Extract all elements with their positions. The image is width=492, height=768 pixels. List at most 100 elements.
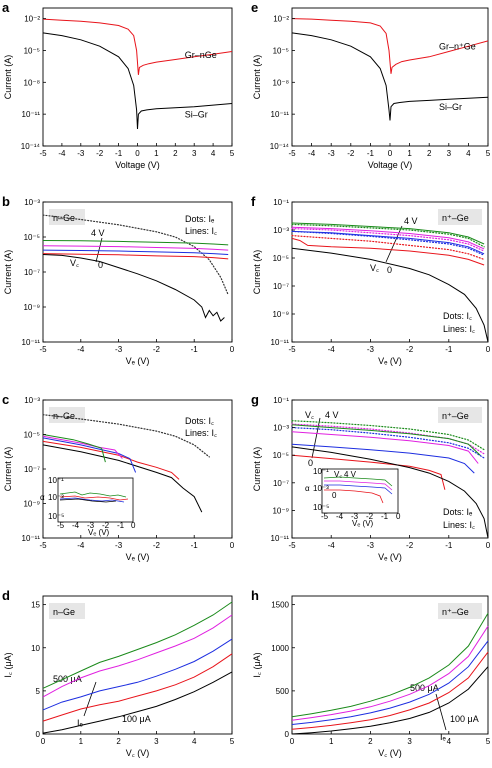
panel-f-ytick-label-3: 10⁻⁵ bbox=[273, 254, 289, 263]
panel-h-series-4 bbox=[291, 666, 489, 735]
panel-f-ytick-label-2: 10⁻⁷ bbox=[273, 282, 289, 291]
panel-f-ylabel: Current (A) bbox=[252, 250, 262, 295]
panel-a-ylabel: Current (A) bbox=[3, 55, 13, 100]
panel-d-ie-arrow bbox=[83, 681, 97, 717]
panel-f-series-8 bbox=[291, 247, 489, 343]
panel-f-ytick-label-4: 10⁻³ bbox=[273, 226, 289, 235]
panel-h-xtick-label-4: 4 bbox=[447, 737, 452, 746]
panel-g-series-0 bbox=[291, 420, 485, 451]
panel-label-d: d bbox=[2, 588, 10, 603]
panel-label-e: e bbox=[251, 0, 258, 15]
panel-a-xtick-label-10: 5 bbox=[230, 149, 235, 158]
panel-d-xlabel: V꜀ (V) bbox=[126, 748, 150, 758]
panel-f-xtick-label-5: 0 bbox=[486, 345, 491, 354]
panel-c-xtick-label-4: -1 bbox=[191, 541, 199, 550]
panel-b-series-3 bbox=[42, 249, 229, 255]
panel-h-ie-arrow bbox=[435, 693, 447, 731]
panel-f-xtick-label-1: -4 bbox=[328, 345, 336, 354]
panel-c-xtick-label-5: 0 bbox=[230, 541, 235, 550]
panel-h-xtick-label-1: 1 bbox=[329, 737, 334, 746]
panel-d-ytick-label-2: 10 bbox=[31, 644, 40, 653]
panel-b-xtick-label-4: -1 bbox=[191, 345, 199, 354]
panel-g-inset-ylabel: α bbox=[305, 484, 310, 493]
panel-b-vc-arrow bbox=[95, 237, 103, 263]
panel-b-xtick-label-3: -2 bbox=[153, 345, 161, 354]
panel-b-annotations: n–Ge Dots: Iₑ Lines: I꜀ 4 V V꜀ 0 bbox=[49, 209, 217, 270]
panel-label-h: h bbox=[251, 588, 259, 603]
panel-g-inset-ytick-2: 10⁻⁵ bbox=[313, 503, 329, 512]
panel-b-tag-bg bbox=[49, 209, 85, 225]
panel-d-top-current: 500 μA bbox=[53, 674, 82, 684]
panel-f-xtick-label-4: -1 bbox=[445, 345, 453, 354]
panel-label-a: a bbox=[2, 0, 10, 15]
panel-h-series-1 bbox=[291, 625, 489, 721]
panel-c-inset-ytick-0: 10⁻¹ bbox=[48, 476, 64, 485]
panel-c-inset-ytick-2: 10⁻⁵ bbox=[48, 512, 64, 521]
panel-g-inset-xtick-1: -4 bbox=[336, 512, 344, 521]
panel-h-frame bbox=[291, 595, 489, 735]
panel-b-ylabel: Current (A) bbox=[3, 250, 13, 295]
panel-h-tag-bg bbox=[438, 603, 482, 619]
panel-c-inset-xtick-3: -2 bbox=[102, 521, 110, 530]
panel-c-inset-series-green bbox=[59, 491, 127, 498]
panel-g-series-4 bbox=[291, 431, 479, 464]
panel-d-ytick-label-0: 0 bbox=[36, 730, 41, 739]
panel-e-xtick-label-0: -5 bbox=[288, 149, 296, 158]
panel-label-b: b bbox=[2, 194, 10, 209]
panel-label-g: g bbox=[251, 392, 259, 407]
panel-b-vc-label: V꜀ bbox=[70, 258, 79, 268]
panel-b-legend-dots: Dots: Iₑ bbox=[185, 214, 215, 224]
panel-e-xlabel: Voltage (V) bbox=[368, 160, 413, 170]
panel-f-series-5 bbox=[291, 226, 485, 250]
panel-g-xtick-label-5: 0 bbox=[486, 541, 491, 550]
panel-c-inset-series-black bbox=[59, 498, 117, 503]
panel-e-xtick-label-3: -2 bbox=[347, 149, 355, 158]
panel-b-ytick-label-4: 10⁻³ bbox=[24, 198, 40, 207]
panel-b-legend-lines: Lines: I꜀ bbox=[185, 226, 217, 236]
panel-h-xtick-label-3: 3 bbox=[407, 737, 412, 746]
panel-f-xlabel: Vₑ (V) bbox=[378, 356, 402, 366]
panel-c-inset-xtick-0: -5 bbox=[57, 521, 65, 530]
panel-b-series-5 bbox=[42, 254, 225, 322]
panel-h-ie-label: Iₑ bbox=[440, 732, 447, 742]
panel-g-vc-zero: 0 bbox=[308, 458, 313, 468]
panel-g-inset-xtick-4: -1 bbox=[381, 512, 389, 521]
panel-g-inset-frame bbox=[321, 468, 399, 514]
panel-a-curve-label-0: Gr–nGe bbox=[185, 50, 217, 60]
panel-f-xtick-label-3: -2 bbox=[406, 345, 414, 354]
panel-c-series-5 bbox=[42, 434, 106, 463]
panel-b-ytick-label-3: 10⁻⁵ bbox=[24, 233, 40, 242]
panel-e-ylabel: Current (A) bbox=[252, 55, 262, 100]
panel-a-series-1 bbox=[42, 32, 233, 130]
panel-g-series-2 bbox=[291, 427, 485, 459]
panel-b-xtick-label-5: 0 bbox=[230, 345, 235, 354]
panel-d-xtick-label-3: 3 bbox=[154, 737, 159, 746]
panel-g-ytick-label-3: 10⁻⁵ bbox=[273, 451, 289, 460]
panel-f-vc-top: 4 V bbox=[404, 216, 418, 226]
panel-e-ytick-label-2: 10⁻⁸ bbox=[273, 78, 290, 87]
panel-g-tag-bg bbox=[438, 407, 482, 423]
panel-h-ylabel: I꜀ (μA) bbox=[252, 652, 262, 677]
panel-g-inset-vc-label: V꜀ bbox=[334, 470, 342, 479]
panel-f-series-3 bbox=[291, 235, 485, 260]
panel-d-ie-label: Iₑ bbox=[77, 718, 84, 728]
panel-b-series-0 bbox=[42, 214, 229, 296]
panel-d-series-2 bbox=[42, 638, 233, 711]
panel-g-inset-series-red bbox=[324, 489, 384, 504]
panel-g-vc-label: V꜀ bbox=[305, 410, 314, 420]
panel-h-series-3 bbox=[291, 651, 489, 730]
panel-f-vc-zero: 0 bbox=[387, 265, 392, 275]
panel-e-xtick-label-7: 2 bbox=[427, 149, 432, 158]
panel-g-xtick-label-0: -5 bbox=[288, 541, 296, 550]
panel-a-curve-label-1: Si–Gr bbox=[185, 109, 208, 119]
panel-g-tag: n⁺–Ge bbox=[442, 411, 469, 421]
panel-h-ytick-label-1: 500 bbox=[276, 687, 290, 696]
panel-a-xtick-label-4: -1 bbox=[115, 149, 123, 158]
panel-c-series-1 bbox=[42, 444, 203, 513]
panel-d-series-0 bbox=[42, 601, 233, 689]
panel-g-ytick-label-2: 10⁻⁷ bbox=[273, 479, 289, 488]
panel-c-ylabel: Current (A) bbox=[3, 447, 13, 492]
panel-e-xtick-label-5: 0 bbox=[388, 149, 393, 158]
panel-b-series-4 bbox=[42, 253, 229, 260]
panel-e-xtick-label-1: -4 bbox=[308, 149, 316, 158]
